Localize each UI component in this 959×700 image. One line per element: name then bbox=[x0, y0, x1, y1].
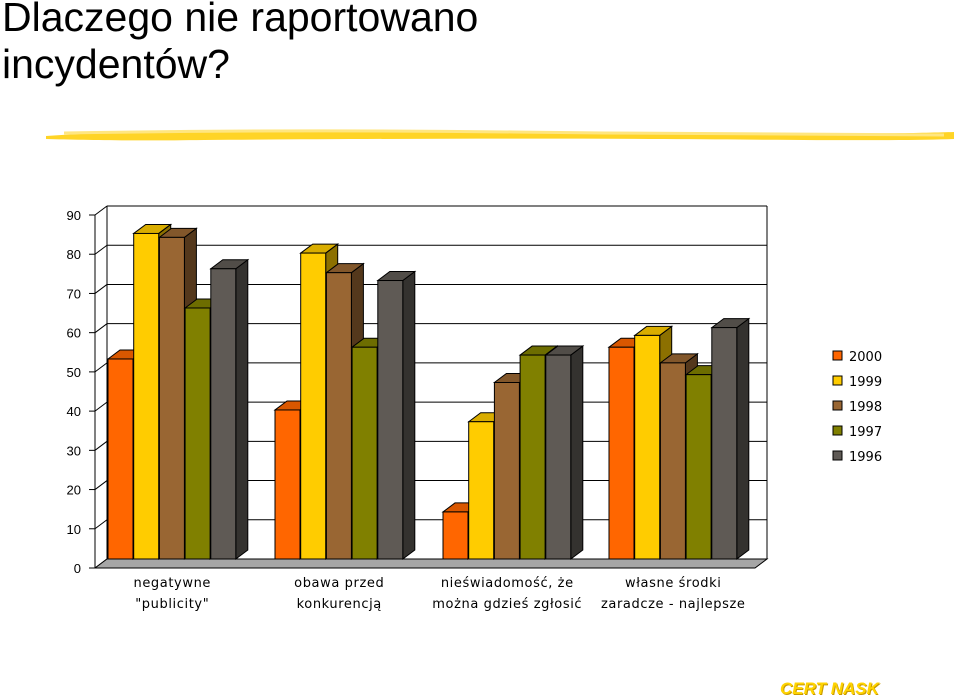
gridline-depth bbox=[94, 401, 108, 412]
y-tick-label: 60 bbox=[67, 326, 81, 341]
legend-swatch bbox=[832, 450, 843, 461]
y-tick-label: 0 bbox=[74, 561, 81, 576]
bar-side bbox=[570, 345, 584, 560]
title-underline-brush bbox=[46, 129, 954, 141]
legend-item-1999: 1999 bbox=[832, 375, 882, 390]
x-category-label: nieświadomość, że bbox=[441, 576, 574, 591]
x-category-label: obawa przed bbox=[294, 576, 384, 591]
legend-swatch bbox=[832, 425, 843, 436]
bar-front bbox=[325, 272, 352, 560]
bar-1996-4 bbox=[710, 317, 751, 560]
bar-front bbox=[300, 252, 327, 560]
bar-side bbox=[235, 258, 249, 560]
bar-front bbox=[158, 236, 185, 560]
bar-front bbox=[493, 382, 520, 560]
bar-front bbox=[468, 421, 495, 560]
y-tick-label: 70 bbox=[67, 286, 81, 301]
bar-front bbox=[711, 327, 738, 560]
x-category-label: negatywne bbox=[133, 576, 211, 591]
footer-logo-text: CERT NASK bbox=[780, 679, 879, 698]
legend-swatch bbox=[832, 375, 843, 386]
bar-front bbox=[634, 334, 661, 560]
y-tick-label: 20 bbox=[67, 483, 81, 498]
bar-front bbox=[545, 354, 572, 560]
y-tick-label: 50 bbox=[67, 365, 81, 380]
legend-label: 2000 bbox=[849, 350, 882, 365]
gridline-depth bbox=[94, 480, 108, 490]
gridline-depth bbox=[94, 362, 108, 373]
bar-front bbox=[377, 280, 404, 560]
bar-side bbox=[402, 270, 416, 560]
x-category-label: "publicity" bbox=[135, 597, 209, 612]
bar-front bbox=[519, 354, 546, 560]
bar-1996-3 bbox=[544, 345, 585, 560]
legend-label: 1999 bbox=[849, 375, 882, 390]
slide-title: Dlaczego nie raportowano incydentów? bbox=[2, 0, 478, 88]
y-tick-label: 90 bbox=[67, 208, 81, 223]
bar-front bbox=[107, 358, 134, 560]
legend-swatch bbox=[832, 400, 843, 411]
gridline-depth bbox=[94, 284, 108, 294]
bar-front bbox=[608, 346, 635, 560]
slide-title-line-2: incydentów? bbox=[2, 41, 230, 87]
bar-front bbox=[184, 307, 211, 560]
bar-side bbox=[736, 317, 750, 560]
y-tick-label: 30 bbox=[67, 443, 81, 458]
slide-title-line-1: Dlaczego nie raportowano bbox=[2, 0, 479, 40]
gridline-depth bbox=[94, 519, 108, 530]
bar-1996-1 bbox=[209, 258, 250, 560]
legend-label: 1996 bbox=[849, 450, 882, 465]
bar-front bbox=[274, 409, 301, 560]
legend-item-1998: 1998 bbox=[832, 400, 882, 415]
chart-floor bbox=[93, 558, 769, 569]
bar-front bbox=[685, 374, 712, 560]
bar-front bbox=[351, 346, 378, 560]
bar-front bbox=[210, 268, 237, 560]
legend-item-1997: 1997 bbox=[832, 425, 882, 440]
bar-1996-2 bbox=[376, 270, 417, 560]
bar-front bbox=[133, 232, 160, 560]
x-category-label: konkurencją bbox=[297, 597, 382, 612]
x-category-label: własne środki bbox=[625, 576, 721, 591]
gridline-depth bbox=[94, 440, 108, 451]
legend-item-1996: 1996 bbox=[832, 450, 882, 465]
legend-item-2000: 2000 bbox=[832, 350, 882, 365]
legend-label: 1997 bbox=[849, 425, 882, 440]
legend-swatch bbox=[832, 350, 843, 361]
bar-front bbox=[442, 511, 469, 560]
legend-label: 1998 bbox=[849, 400, 882, 415]
bar-front bbox=[659, 362, 686, 560]
y-tick-label: 10 bbox=[67, 522, 81, 537]
gridline-depth bbox=[94, 244, 108, 255]
y-tick-label: 40 bbox=[67, 404, 81, 419]
x-category-label: zaradcze - najlepsze bbox=[601, 597, 746, 612]
gridline-depth bbox=[94, 205, 108, 216]
x-category-label: można gdzieś zgłosić bbox=[432, 597, 582, 612]
y-tick-label: 80 bbox=[67, 247, 81, 262]
gridline-depth bbox=[94, 323, 108, 334]
